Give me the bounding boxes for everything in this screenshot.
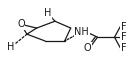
Text: O: O <box>17 19 25 29</box>
Text: F: F <box>121 43 127 53</box>
Text: F: F <box>121 32 127 42</box>
Text: H: H <box>7 42 15 52</box>
Text: H: H <box>44 8 51 18</box>
Text: O: O <box>83 43 91 53</box>
Text: F: F <box>121 22 127 32</box>
Text: NH: NH <box>74 27 89 37</box>
